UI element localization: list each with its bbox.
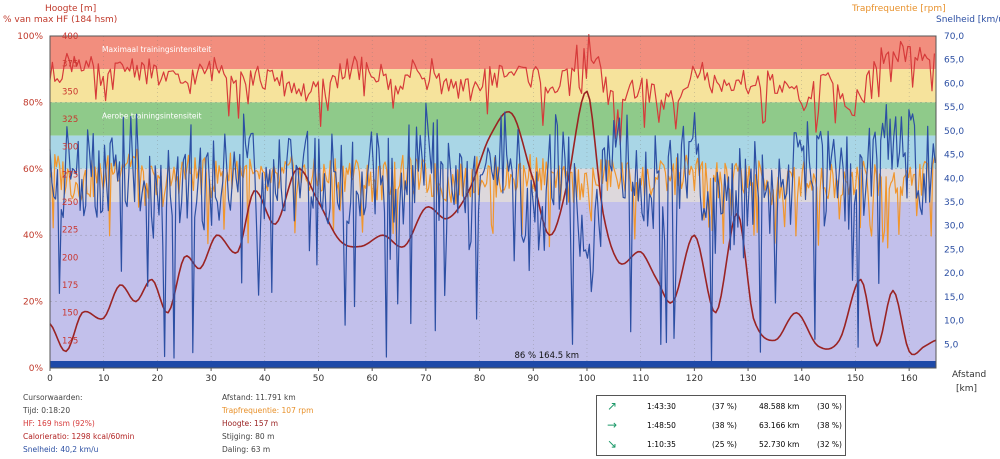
cursor-calories: Calorieratio: 1298 kcal/60min bbox=[23, 432, 135, 441]
x-tick-label: 20 bbox=[152, 374, 164, 384]
series-snelheid-line bbox=[49, 102, 936, 363]
cursor-altitude: Hoogte: 157 m bbox=[222, 419, 279, 428]
altitude-tick-label: 350 bbox=[62, 87, 78, 97]
stats-time-pct: (25 %) bbox=[712, 440, 737, 449]
altitude-axis-title: Hoogte [m] bbox=[45, 4, 97, 14]
altitude-tick-label: 275 bbox=[62, 170, 78, 180]
cursor-annotation: 86 % 164.5 km bbox=[514, 351, 579, 361]
cursor-speed: Snelheid: 40,2 km/u bbox=[23, 445, 99, 454]
series-hoogte-line bbox=[49, 90, 937, 356]
x-tick-label: 10 bbox=[98, 374, 110, 384]
hr-tick-label: 20% bbox=[23, 298, 43, 308]
altitude-tick-label: 375 bbox=[62, 60, 78, 70]
x-tick-label: 100 bbox=[578, 374, 595, 384]
stats-time: 1:43:30 bbox=[647, 402, 676, 411]
speed-tick-label: 5,0 bbox=[944, 340, 959, 350]
speed-tick-label: 40,0 bbox=[944, 174, 964, 184]
stats-row-uphill: ↗ 1:43:30 (37 %) 48.588 km (30 %) bbox=[597, 397, 845, 416]
altitude-tick-label: 325 bbox=[62, 115, 78, 125]
stats-row-downhill: ↘ 1:10:35 (25 %) 52.730 km (32 %) bbox=[597, 435, 845, 454]
series-hartslag-line bbox=[49, 34, 935, 146]
stats-distance-pct: (38 %) bbox=[817, 421, 842, 430]
hr-tick-label: 100% bbox=[17, 32, 43, 42]
x-tick-label: 40 bbox=[259, 374, 271, 384]
speed-tick-label: 30,0 bbox=[944, 222, 964, 232]
distance-progress-bar bbox=[50, 361, 936, 368]
speed-tick-label: 10,0 bbox=[944, 317, 964, 327]
x-tick-label: 70 bbox=[420, 374, 432, 384]
speed-tick-label: 70,0 bbox=[944, 32, 964, 42]
speed-tick-label: 65,0 bbox=[944, 56, 964, 66]
x-tick-label: 140 bbox=[793, 374, 810, 384]
altitude-tick-label: 175 bbox=[62, 281, 78, 291]
cursor-info-left: Cursorwaarden: Tijd: 0:18:20 HF: 169 hsm… bbox=[23, 391, 134, 456]
cadence-axis-title: Trapfrequentie [rpm] bbox=[852, 4, 946, 14]
altitude-tick-label: 225 bbox=[62, 226, 78, 236]
cursor-cadence: Trapfrequentie: 107 rpm bbox=[222, 406, 314, 415]
cursor-climb: Stijging: 80 m bbox=[222, 432, 275, 441]
x-axis-unit: [km] bbox=[956, 384, 978, 394]
x-tick-label: 50 bbox=[313, 374, 325, 384]
x-tick-label: 90 bbox=[528, 374, 540, 384]
x-tick-label: 0 bbox=[47, 374, 53, 384]
x-tick-label: 60 bbox=[366, 374, 378, 384]
cursor-info-right: Afstand: 11.791 km Trapfrequentie: 107 r… bbox=[222, 391, 313, 456]
stats-row-flat: → 1:48:50 (38 %) 63.166 km (38 %) bbox=[597, 416, 845, 435]
speed-tick-label: 50,0 bbox=[944, 127, 964, 137]
altitude-tick-label: 125 bbox=[62, 336, 78, 346]
speed-axis-title: Snelheid [km/u] bbox=[936, 15, 1000, 25]
x-tick-label: 130 bbox=[739, 374, 756, 384]
cursor-time: Tijd: 0:18:20 bbox=[23, 406, 71, 415]
x-tick-label: 150 bbox=[847, 374, 864, 384]
hr-tick-label: 80% bbox=[23, 98, 43, 108]
stats-distance-pct: (32 %) bbox=[817, 440, 842, 449]
altitude-tick-label: 250 bbox=[62, 198, 78, 208]
hr-tick-label: 40% bbox=[23, 231, 43, 241]
cursor-distance: Afstand: 11.791 km bbox=[222, 393, 296, 402]
altitude-tick-label: 400 bbox=[62, 32, 78, 42]
stats-distance-pct: (30 %) bbox=[817, 402, 842, 411]
zone-label: Maximaal trainingsintensiteit bbox=[102, 45, 211, 54]
stats-time-pct: (38 %) bbox=[712, 421, 737, 430]
x-tick-label: 30 bbox=[205, 374, 217, 384]
hr-zone-band bbox=[50, 135, 936, 169]
hr-tick-label: 60% bbox=[23, 165, 43, 175]
altitude-tick-label: 300 bbox=[62, 143, 78, 153]
speed-tick-label: 15,0 bbox=[944, 293, 964, 303]
stats-time-pct: (37 %) bbox=[712, 402, 737, 411]
stats-distance: 48.588 km bbox=[759, 402, 800, 411]
plot-frame bbox=[49, 35, 937, 369]
cursor-descent: Daling: 63 m bbox=[222, 445, 271, 454]
stats-time: 1:48:50 bbox=[647, 421, 676, 430]
x-tick-label: 80 bbox=[474, 374, 486, 384]
hr-axis-title: % van max HF (184 hsm) bbox=[3, 15, 118, 25]
terrain-stats-table: ↗ 1:43:30 (37 %) 48.588 km (30 %) → 1:48… bbox=[596, 395, 846, 456]
hr-tick-label: 0% bbox=[29, 364, 44, 374]
cursor-title: Cursorwaarden: bbox=[23, 393, 83, 402]
speed-tick-label: 55,0 bbox=[944, 103, 964, 113]
hr-zone-band bbox=[50, 36, 936, 70]
stats-time: 1:10:35 bbox=[647, 440, 676, 449]
hr-zone-band bbox=[50, 69, 936, 103]
cursor-hr: HF: 169 hsm (92%) bbox=[23, 419, 95, 428]
speed-tick-label: 25,0 bbox=[944, 245, 964, 255]
stats-distance: 52.730 km bbox=[759, 440, 800, 449]
x-axis-title: Afstand bbox=[952, 370, 987, 380]
speed-tick-label: 20,0 bbox=[944, 269, 964, 279]
x-tick-label: 120 bbox=[686, 374, 703, 384]
stats-distance: 63.166 km bbox=[759, 421, 800, 430]
speed-tick-label: 35,0 bbox=[944, 198, 964, 208]
speed-tick-label: 60,0 bbox=[944, 79, 964, 89]
altitude-tick-label: 200 bbox=[62, 253, 78, 263]
x-tick-label: 160 bbox=[901, 374, 918, 384]
altitude-tick-label: 150 bbox=[62, 309, 78, 319]
speed-tick-label: 45,0 bbox=[944, 151, 964, 161]
x-tick-label: 110 bbox=[632, 374, 649, 384]
arrow-right-icon: → bbox=[607, 418, 618, 432]
zone-label: Aerobe trainingsintensiteit bbox=[102, 111, 202, 120]
arrow-down-right-icon: ↘ bbox=[607, 437, 618, 451]
arrow-up-right-icon: ↗ bbox=[607, 399, 618, 413]
